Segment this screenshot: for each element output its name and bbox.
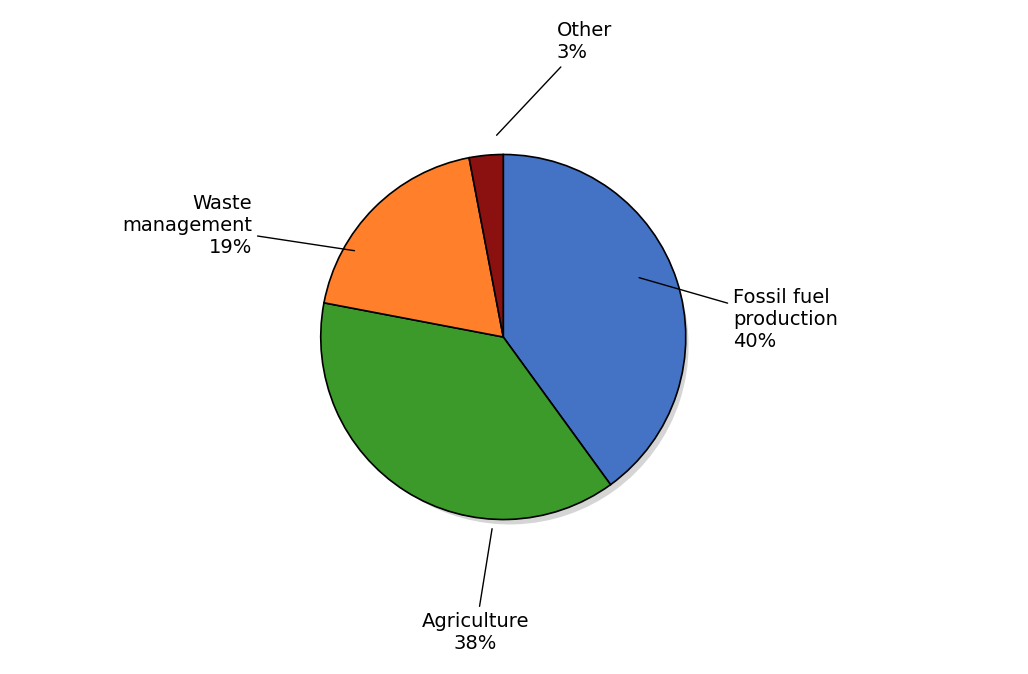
Text: Other
3%: Other 3% (497, 21, 613, 135)
Wedge shape (331, 312, 615, 524)
Wedge shape (321, 303, 611, 520)
Text: Agriculture
38%: Agriculture 38% (421, 528, 529, 653)
Wedge shape (469, 154, 504, 337)
Wedge shape (510, 166, 689, 490)
Text: Waste
management
19%: Waste management 19% (122, 194, 355, 257)
Wedge shape (476, 166, 510, 346)
Wedge shape (324, 158, 504, 337)
Text: Fossil fuel
production
40%: Fossil fuel production 40% (639, 278, 838, 351)
Wedge shape (504, 154, 686, 485)
Wedge shape (334, 170, 510, 346)
